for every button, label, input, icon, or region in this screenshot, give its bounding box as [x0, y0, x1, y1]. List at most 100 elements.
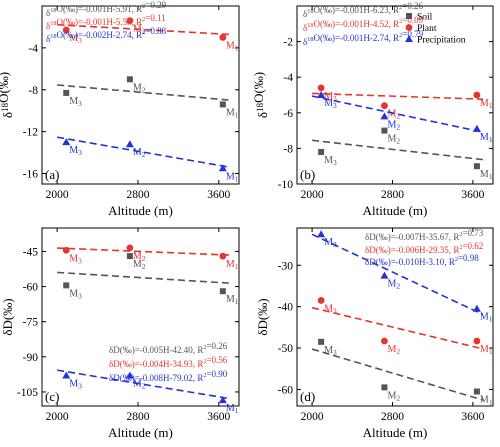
fit-line-soil: [311, 139, 484, 161]
point-label: M1: [226, 294, 239, 306]
plot-frame: [41, 5, 240, 185]
y-tick-label: -75: [23, 317, 39, 329]
data-point-plant: [219, 252, 227, 260]
data-point-plant: [62, 26, 70, 34]
series-precipitation: M3 M2 M1: [57, 136, 239, 183]
panel-c: 2000 2800 3600 -105 -90 -75 -60 -45 Altitude (m)…: [0, 227, 240, 440]
fit-line-plant: [57, 247, 229, 256]
plot-frame: [296, 5, 494, 185]
point-label: M2: [387, 134, 400, 146]
point-label: M3: [324, 237, 337, 249]
data-point-plant: [126, 17, 134, 25]
data-point-soil: [381, 127, 388, 134]
fit-line-precipitation: [57, 136, 230, 168]
y-tick-label: -30: [278, 260, 294, 272]
y-tick-label: -50: [278, 343, 294, 355]
fit-line-precipitation: [57, 369, 230, 400]
point-label: M3: [69, 288, 82, 300]
series-soil: M3 M2 M1: [311, 127, 493, 181]
data-point-precipitation: [125, 140, 134, 148]
data-point-precipitation: [218, 396, 227, 404]
point-label: M3: [69, 379, 82, 391]
data-point-precipitation: [218, 164, 227, 172]
data-point-plant: [381, 102, 388, 110]
regression-equation: δ18O(‰)=-0.002H-2.74, R2=0.88: [46, 26, 167, 44]
point-label: M3: [324, 155, 337, 167]
plot-frame: [41, 227, 240, 407]
point-label: M1: [480, 395, 493, 407]
y-tick-label: -60: [23, 282, 39, 294]
data-point-plant: [317, 84, 325, 92]
x-axis-label: Altitude (m): [108, 203, 173, 218]
legend-marker-soil: [406, 13, 412, 19]
legend-label: Soil: [417, 13, 433, 23]
point-label: M1: [480, 169, 493, 181]
point-label: M2: [387, 390, 400, 402]
data-point-soil: [219, 288, 226, 295]
x-tick-label: 2800: [381, 189, 404, 201]
panel-letter: (d): [300, 389, 315, 404]
series-plant: M3 M2 M1: [57, 17, 239, 52]
data-point-plant: [381, 337, 388, 345]
series-precipitation: M3 M2 M1: [311, 91, 493, 144]
point-label: M1: [480, 344, 493, 356]
data-point-precipitation: [380, 112, 389, 120]
y-tick-label: -16: [23, 169, 39, 181]
data-point-plant: [62, 246, 70, 254]
y-tick-label: -45: [23, 246, 39, 258]
y-tick-label: -12: [23, 127, 39, 139]
fit-line-plant: [312, 92, 483, 100]
data-point-precipitation: [125, 371, 134, 379]
point-label: M2: [387, 119, 400, 131]
y-tick-label: -60: [278, 384, 294, 396]
data-point-precipitation: [317, 230, 326, 238]
x-tick-label: 2800: [381, 411, 404, 423]
panel-d: 2000 2800 3600 -60 -50 -40 -30 Altitude (m) δD(‰…: [255, 227, 494, 440]
point-label: M2: [387, 344, 400, 356]
series-plant: M3 M2 M1: [57, 244, 239, 271]
fit-line-soil: [311, 348, 484, 401]
y-tick-label: -4: [28, 43, 38, 55]
data-point-precipitation: [472, 304, 481, 312]
y-tick-label: -2: [283, 37, 293, 49]
data-point-soil: [318, 148, 325, 155]
fit-line-plant: [57, 23, 229, 36]
legend-marker-plant: [405, 24, 413, 31]
data-point-precipitation: [62, 371, 71, 379]
data-point-soil: [381, 384, 388, 391]
panel-letter: (c): [45, 389, 59, 404]
data-point-soil: [473, 388, 480, 395]
legend-label: Plant: [417, 24, 437, 34]
x-tick-label: 3600: [207, 411, 230, 423]
legend-label: Precipitation: [417, 36, 466, 46]
regression-equation: δD(‰)=-0.006H-29.35, R2=0.62: [365, 241, 483, 255]
regression-equation: δ18O(‰)=-0.001H-5.91, R2=0.29: [46, 0, 167, 18]
x-axis-label: Altitude (m): [363, 203, 428, 218]
regression-equation: δD(‰)=-0.004H-34.93, R2=0.56: [109, 355, 228, 369]
point-label: M3: [69, 145, 82, 157]
data-point-plant: [219, 34, 227, 41]
point-label: M1: [226, 259, 239, 271]
data-point-precipitation: [62, 138, 71, 146]
data-point-precipitation: [317, 91, 326, 98]
point-label: M1: [226, 40, 239, 52]
point-label: M2: [387, 279, 400, 291]
data-point-soil: [126, 76, 133, 83]
series-precipitation: M3 M2 M1: [57, 369, 239, 415]
series-soil: M3 M2 M1: [57, 253, 239, 306]
y-axis-label: δD(‰): [0, 298, 15, 335]
data-point-soil: [473, 163, 480, 170]
series-precipitation: M3 M2 M1: [311, 230, 493, 324]
x-axis-label: Altitude (m): [363, 425, 428, 440]
panel-a: 2000 2800 3600 -16 -12 -8 -4 Altitude (m) δ18O(‰…: [0, 0, 240, 218]
point-label: M3: [324, 98, 337, 110]
data-point-precipitation: [472, 124, 481, 132]
x-tick-label: 2000: [301, 411, 324, 423]
regression-equation: δD(‰)=-0.005H-42.40, R2=0.26: [109, 341, 228, 355]
y-axis-label: δ18O(‰): [0, 72, 15, 118]
y-tick-label: -8: [28, 85, 38, 97]
data-point-soil: [126, 253, 133, 260]
y-axis-label: δ18O(‰): [251, 72, 270, 118]
